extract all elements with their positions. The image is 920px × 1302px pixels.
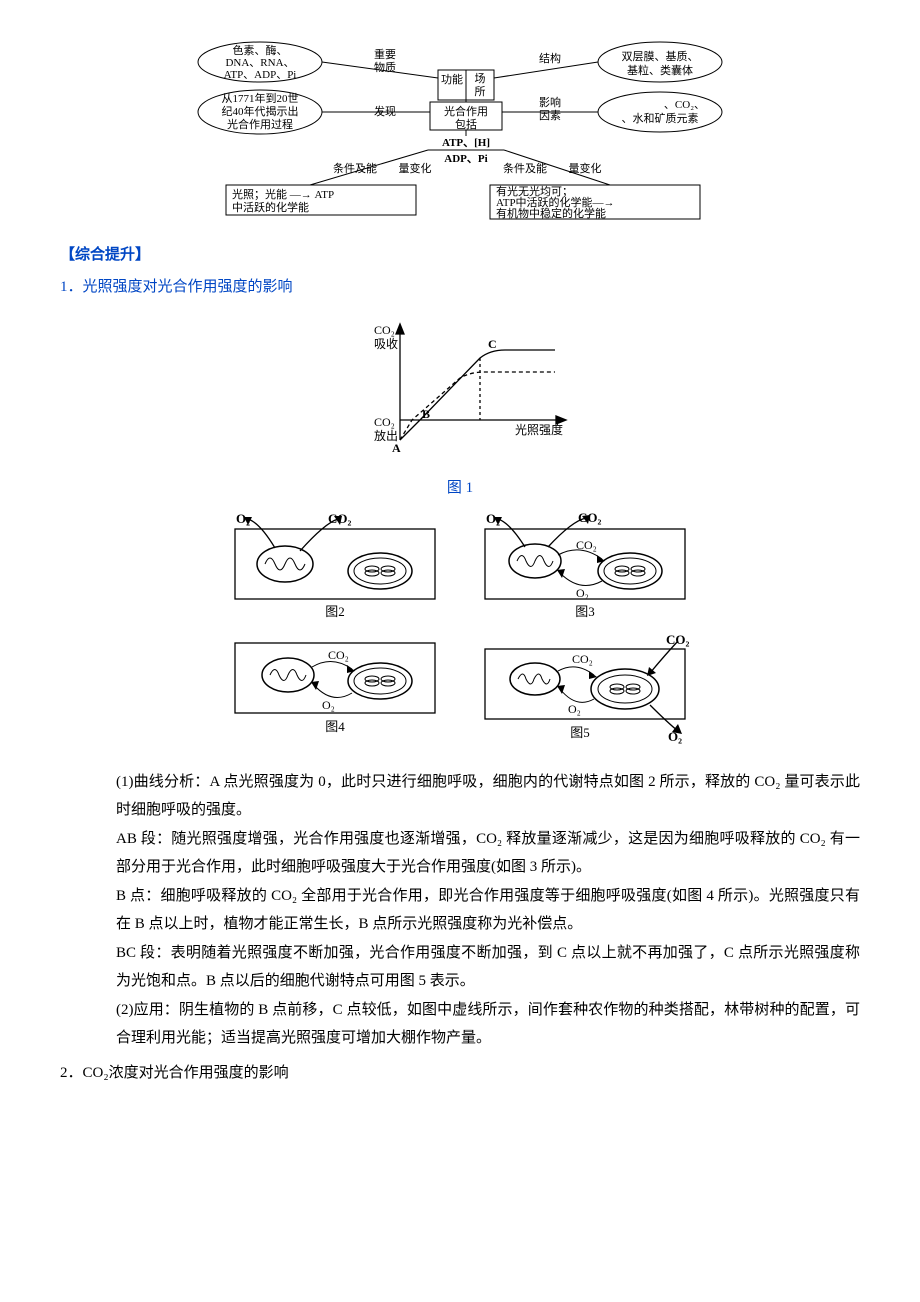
- svg-text:、CO₂、: 、CO₂、: [631, 99, 705, 111]
- svg-text:色素、酶、: 色素、酶、: [233, 43, 288, 57]
- figure-1-caption: 图 1: [60, 474, 860, 503]
- x-label: 光照强度: [515, 422, 563, 437]
- svg-text:CO₂: CO₂: [572, 652, 593, 666]
- svg-text:CO₂: CO₂: [666, 635, 690, 647]
- section-2-title: 2．CO₂浓度对光合作用强度的影响: [60, 1059, 860, 1088]
- svg-text:发现: 发现: [374, 104, 396, 118]
- svg-text:DNA、RNA、: DNA、RNA、: [225, 57, 294, 69]
- svg-text:O₂: O₂: [568, 702, 581, 716]
- section-1-title: 1．光照强度对光合作用强度的影响: [60, 273, 860, 302]
- svg-text:ATP、[H]: ATP、[H]: [442, 137, 490, 149]
- svg-text:图3: 图3: [575, 604, 595, 619]
- svg-text:光照；光能 —→ ATP: 光照；光能 —→ ATP: [232, 187, 334, 201]
- svg-text:CO₂: CO₂: [576, 538, 597, 552]
- svg-text:CO₂: CO₂: [374, 415, 395, 429]
- svg-text:O₂: O₂: [236, 511, 250, 526]
- svg-text:基粒、类囊体: 基粒、类囊体: [627, 63, 693, 77]
- svg-text:包括: 包括: [455, 117, 477, 131]
- gas-figures: O₂ CO₂ 图2 O₂ CO₂: [60, 511, 860, 756]
- svg-text:CO₂: CO₂: [578, 511, 602, 525]
- svg-text:O₂: O₂: [322, 698, 335, 712]
- svg-text:O₂: O₂: [576, 586, 589, 600]
- svg-text:从1771年到20世: 从1771年到20世: [222, 91, 299, 105]
- svg-text:ADP、Pi: ADP、Pi: [444, 153, 487, 165]
- svg-text:双层膜、基质、: 双层膜、基质、: [622, 50, 699, 63]
- figure-3: O₂ CO₂ CO₂ O₂ 图3: [480, 511, 690, 632]
- svg-text:吸收: 吸收: [374, 337, 398, 351]
- svg-text:有光无光均可；: 有光无光均可；: [496, 184, 573, 198]
- para-4: BC 段：表明随着光照强度不断加强，光合作用强度不断加强，到 C 点以上就不再加…: [116, 939, 860, 996]
- svg-text:图4: 图4: [325, 719, 345, 734]
- svg-text:量变化: 量变化: [399, 161, 432, 175]
- svg-text:图5: 图5: [570, 725, 590, 740]
- svg-text:纪40年代揭示出: 纪40年代揭示出: [222, 104, 299, 118]
- figure-2: O₂ CO₂ 图2: [230, 511, 440, 632]
- section-zonghe: 【综合提升】: [60, 241, 860, 270]
- para-3: B 点：细胞呼吸释放的 CO₂ 全部用于光合作用，即光合作用强度等于细胞呼吸强度…: [116, 882, 860, 939]
- svg-text:光合作用过程: 光合作用过程: [227, 117, 293, 131]
- svg-text:重要: 重要: [374, 47, 396, 61]
- svg-text:场: 场: [475, 71, 486, 85]
- figure-5: CO₂ O₂ CO₂ O₂ 图5: [480, 635, 690, 756]
- point-c: C: [488, 337, 497, 351]
- svg-text:条件及能: 条件及能: [333, 161, 377, 175]
- para-5: (2)应用：阴生植物的 B 点前移，C 点较低，如图中虚线所示，间作套种农作物的…: [116, 996, 860, 1053]
- para-1: (1)曲线分析：A 点光照强度为 0，此时只进行细胞呼吸，细胞内的代谢特点如图 …: [116, 768, 860, 825]
- svg-text:O₂: O₂: [668, 729, 682, 744]
- svg-text:图2: 图2: [325, 604, 345, 619]
- svg-text:ATP、ADP、Pi: ATP、ADP、Pi: [224, 69, 297, 81]
- svg-text:ATP中活跃的化学能—→: ATP中活跃的化学能—→: [496, 195, 615, 209]
- svg-text:中活跃的化学能: 中活跃的化学能: [232, 200, 309, 214]
- para-2: AB 段：随光照强度增强，光合作用强度也逐渐增强，CO₂ 释放量逐渐减少，这是因…: [116, 825, 860, 882]
- svg-text:结构: 结构: [539, 51, 561, 65]
- concept-map: 色素、酶、 DNA、RNA、 ATP、ADP、Pi 从1771年到20世 纪40…: [190, 40, 730, 231]
- y-top-label: CO₂: [374, 323, 395, 337]
- point-b: B: [422, 407, 430, 421]
- svg-text:所: 所: [475, 85, 486, 98]
- svg-text:、水和矿质元素: 、水和矿质元素: [622, 112, 699, 125]
- svg-text:CO₂: CO₂: [328, 648, 349, 662]
- svg-text:O₂: O₂: [486, 511, 500, 526]
- svg-text:光合作用: 光合作用: [444, 104, 488, 118]
- svg-text:CO₂: CO₂: [328, 511, 352, 526]
- svg-text:条件及能: 条件及能: [503, 161, 547, 175]
- svg-text:功能: 功能: [441, 72, 463, 86]
- figure-4: CO₂ O₂ 图4: [230, 635, 440, 756]
- svg-text:有机物中稳定的化学能: 有机物中稳定的化学能: [496, 206, 606, 220]
- figure-1: CO₂ 吸收 CO₂ 放出 光照强度 A B C: [60, 310, 860, 471]
- svg-text:因素: 因素: [539, 109, 561, 122]
- point-a: A: [392, 441, 401, 455]
- svg-text:影响: 影响: [539, 96, 561, 109]
- analysis-text: (1)曲线分析：A 点光照强度为 0，此时只进行细胞呼吸，细胞内的代谢特点如图 …: [116, 768, 860, 1053]
- svg-text:量变化: 量变化: [569, 161, 602, 175]
